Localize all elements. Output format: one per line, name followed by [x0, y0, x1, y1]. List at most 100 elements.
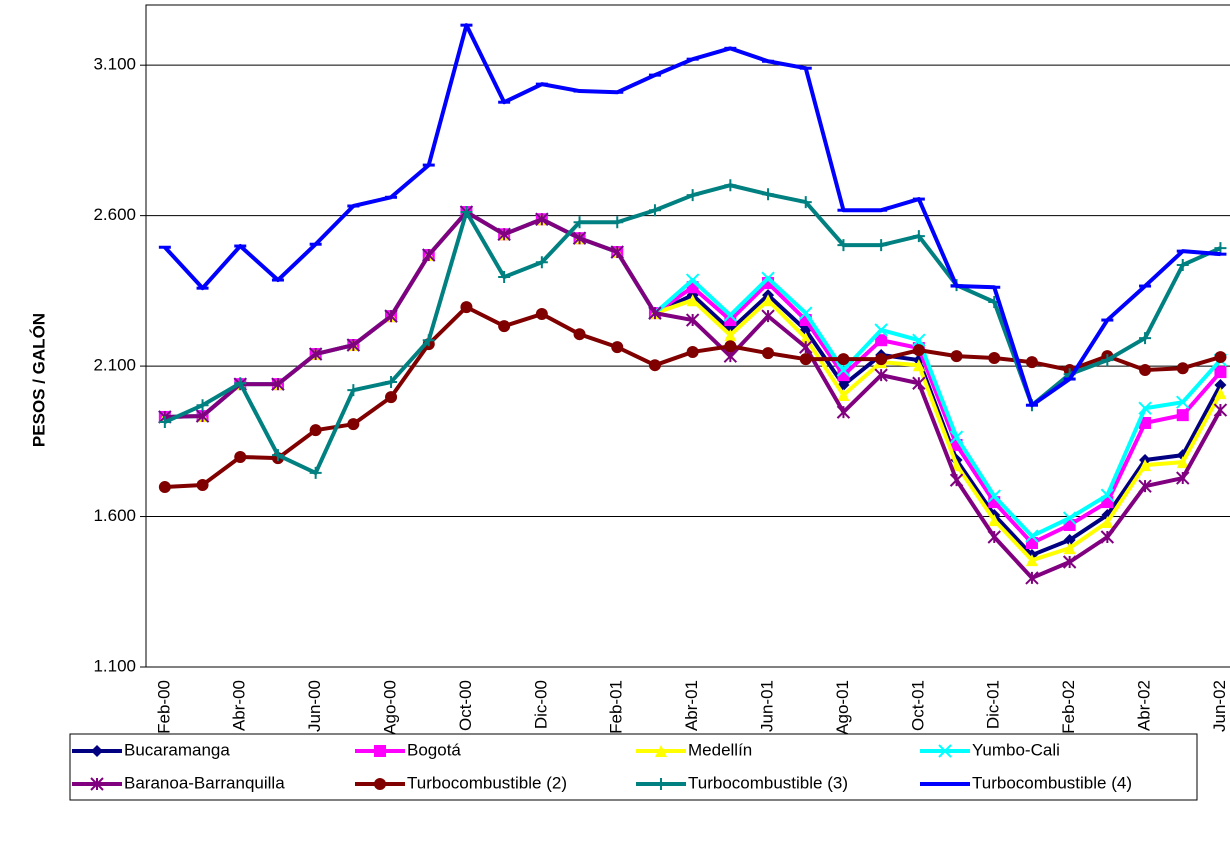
marker: [648, 359, 661, 372]
marker-part: [347, 418, 360, 431]
legend-label: Medellín: [688, 740, 752, 759]
marker-part: [1139, 364, 1152, 377]
marker: [1214, 366, 1227, 379]
x-tick-label: Dic-01: [984, 680, 1003, 729]
x-tick-label: Abr-02: [1135, 680, 1154, 731]
marker-part: [611, 216, 624, 229]
marker-part: [498, 320, 511, 333]
marker: [724, 340, 737, 353]
marker-part: [384, 309, 398, 323]
y-tick-label: 1.100: [93, 656, 136, 675]
marker: [762, 294, 775, 307]
marker: [1101, 354, 1114, 367]
marker: [1100, 488, 1115, 502]
marker: [1025, 554, 1038, 567]
marker: [648, 204, 661, 217]
marker: [1214, 242, 1227, 255]
x-tick-label: Oct-00: [456, 680, 475, 731]
marker-part: [1025, 571, 1039, 585]
marker-part: [950, 350, 963, 363]
marker-part: [1176, 409, 1189, 422]
marker: [90, 777, 104, 791]
marker: [1176, 471, 1190, 485]
marker: [498, 320, 511, 333]
marker-part: [724, 329, 737, 342]
marker-part: [535, 256, 548, 269]
marker: [761, 309, 775, 323]
marker: [374, 745, 386, 757]
marker-part: [347, 384, 360, 397]
marker: [799, 196, 812, 209]
marker: [686, 189, 699, 202]
marker: [685, 313, 700, 327]
marker: [1214, 379, 1227, 392]
legend-label: Yumbo-Cali: [972, 740, 1060, 759]
marker-part: [611, 341, 624, 354]
x-tick-label: Dic-00: [531, 680, 550, 729]
marker-part: [685, 273, 700, 287]
x-tick-label: Abr-00: [230, 680, 249, 731]
marker: [1214, 387, 1227, 400]
y-tick-label: 3.100: [93, 55, 136, 74]
marker: [158, 481, 171, 494]
marker-part: [460, 206, 473, 219]
marker: [912, 333, 926, 347]
marker: [874, 323, 888, 337]
legend-label: Baranoa-Barranquilla: [124, 773, 285, 792]
marker-part: [309, 424, 322, 437]
marker-part: [836, 363, 851, 377]
marker-part: [234, 450, 247, 463]
marker-part: [497, 227, 511, 242]
marker-part: [196, 399, 209, 412]
marker: [1062, 555, 1077, 569]
marker-part: [1101, 354, 1114, 367]
marker: [1063, 534, 1076, 547]
marker: [1213, 403, 1228, 417]
marker-part: [938, 744, 952, 758]
marker-part: [422, 334, 435, 347]
legend: Bucaramanga Bogotá Medellín Yumbo-Cali Baran…: [69, 733, 1198, 801]
marker-part: [875, 353, 888, 366]
marker: [874, 368, 888, 382]
marker-part: [1101, 515, 1114, 528]
y-tick-label: 2.100: [93, 356, 136, 375]
x-tick-label: Ago-00: [381, 680, 400, 735]
marker-part: [1176, 258, 1189, 271]
x-tick-label: Jun-01: [758, 680, 777, 732]
marker-part: [385, 376, 398, 389]
marker-part: [1063, 534, 1076, 547]
marker-part: [723, 308, 738, 322]
x-tick-label: Feb-01: [607, 680, 626, 734]
x-tick-label: Abr-01: [682, 680, 701, 731]
marker-part: [1062, 511, 1077, 525]
marker-part: [1025, 529, 1039, 543]
marker-part: [346, 338, 361, 352]
marker: [1063, 542, 1076, 555]
marker-part: [1176, 362, 1189, 375]
marker-part: [1176, 395, 1190, 409]
marker: [685, 273, 700, 287]
x-tick-label: Oct-01: [908, 680, 927, 731]
marker: [912, 359, 925, 372]
marker: [724, 329, 737, 342]
marker: [158, 416, 171, 429]
marker: [572, 231, 587, 245]
marker-part: [912, 376, 926, 390]
marker: [987, 489, 1001, 503]
marker-part: [1139, 332, 1152, 345]
marker-part: [912, 333, 926, 347]
marker: [1025, 529, 1039, 543]
marker-part: [988, 514, 1001, 527]
marker: [1176, 409, 1189, 422]
marker: [1139, 364, 1152, 377]
marker-part: [385, 391, 398, 404]
marker-part: [874, 368, 888, 382]
marker: [271, 449, 284, 462]
marker-part: [988, 351, 1001, 364]
marker: [309, 466, 322, 479]
marker-part: [573, 216, 586, 229]
marker-part: [1138, 401, 1152, 415]
marker-part: [309, 466, 322, 479]
marker-part: [912, 344, 925, 357]
marker-part: [875, 334, 888, 347]
